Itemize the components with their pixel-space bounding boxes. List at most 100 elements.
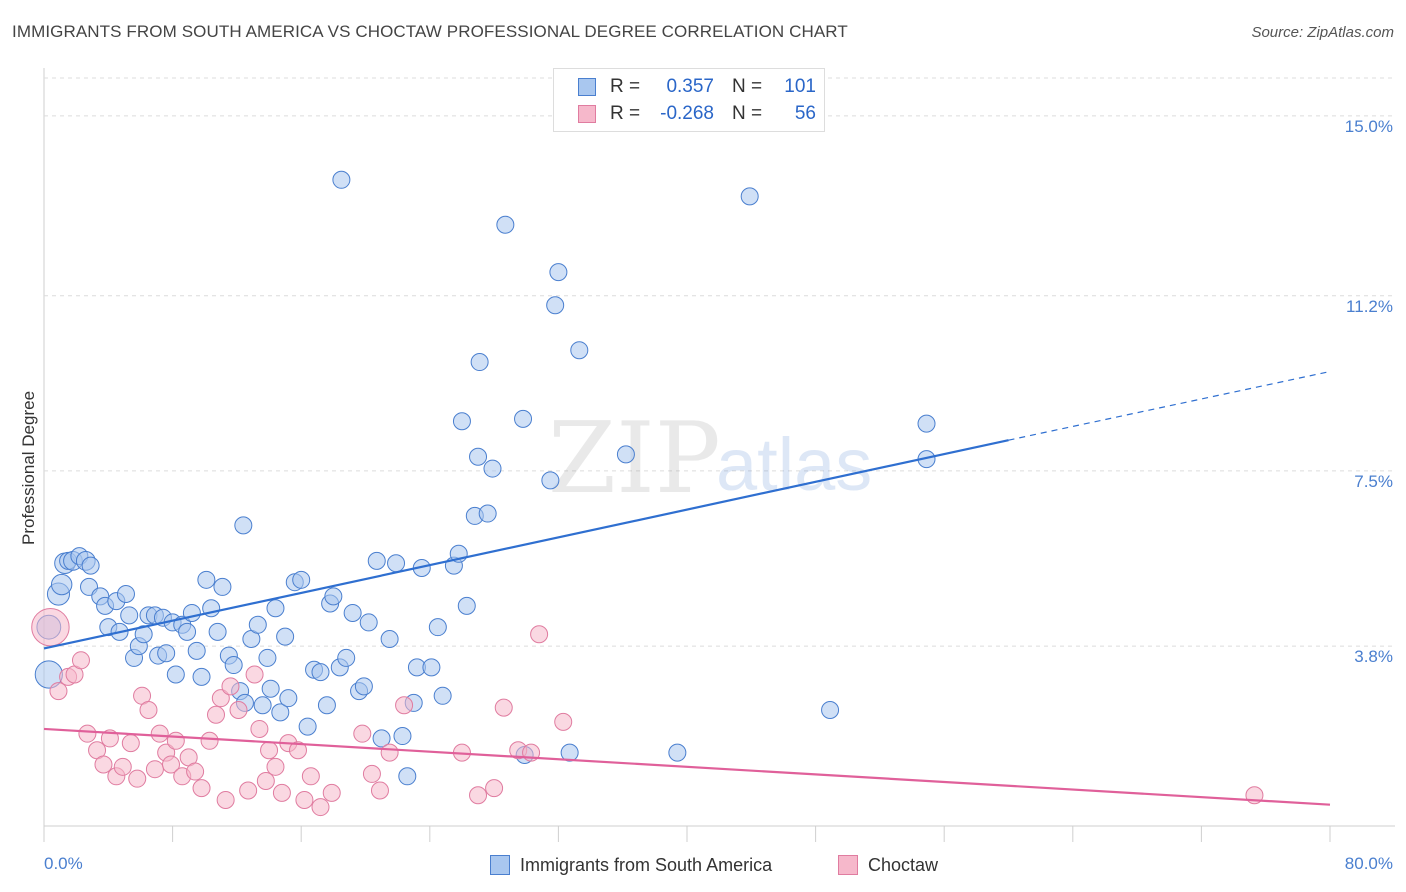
y-tick-label: 11.2% [1346,297,1393,316]
watermark: ZIP atlas [548,402,872,516]
point-choctaw [145,760,164,779]
point-south-america [337,648,356,667]
point-choctaw [239,781,258,800]
point-south-america [546,296,565,315]
point-choctaw [250,719,269,738]
point-choctaw [311,798,330,817]
point-choctaw [370,781,389,800]
y-tick-label: 7.5% [1354,472,1393,491]
r-label: R = [610,103,641,124]
point-south-america [821,701,840,720]
point-choctaw [494,698,513,717]
point-south-america [50,573,73,596]
n-value: 101 [784,76,816,97]
point-south-america [192,667,211,686]
stats-box: R = 0.357 N = 101 R = -0.268 N = 56 [553,68,825,132]
legend-item-choctaw[interactable]: Choctaw [838,852,938,878]
point-south-america [187,641,206,660]
r-value: -0.268 [660,103,714,124]
point-south-america [266,599,285,618]
point-choctaw [256,772,275,791]
trend-lines [43,370,1331,806]
point-choctaw [229,701,248,720]
x-axis-ticks [43,826,1331,842]
point-south-america [496,215,515,234]
point-south-america [178,622,197,641]
point-south-america [81,556,100,575]
point-choctaw [245,665,264,684]
legend-item-south-america[interactable]: Immigrants from South America [490,852,772,878]
point-south-america [359,613,378,632]
y-tick-label: 3.8% [1354,647,1393,666]
point-choctaw [272,783,291,802]
point-choctaw [266,757,285,776]
point-south-america [354,677,373,696]
point-choctaw [71,651,90,670]
point-south-america [541,471,560,490]
point-choctaw [200,731,219,750]
point-south-america [120,606,139,625]
point-south-america [478,504,497,523]
point-choctaw [150,724,169,743]
point-south-america [197,570,216,589]
source-label: Source: ZipAtlas.com [1251,24,1394,41]
legend-label: Choctaw [868,854,939,875]
point-choctaw [469,786,488,805]
point-south-america [616,445,635,464]
point-south-america [483,459,502,478]
point-south-america [253,696,272,715]
point-choctaw [554,712,573,731]
point-choctaw [216,790,235,809]
point-choctaw [530,625,549,644]
point-south-america [428,618,447,637]
legend-swatch-blue [490,855,510,875]
legend-swatch-pink [838,855,858,875]
point-south-america [248,615,267,634]
point-choctaw [353,724,372,743]
point-choctaw [322,783,341,802]
point-south-america [668,743,687,762]
point-choctaw [485,779,504,798]
trend-line-extension [1008,370,1331,441]
stats-row-choctaw: R = -0.268 N = 56 [554,100,816,128]
point-choctaw [221,677,240,696]
y-axis-labels: 3.8% 7.5% 11.2% 15.0% [1345,117,1393,666]
point-south-america [276,627,295,646]
point-choctaw [78,724,97,743]
point-south-america [514,409,533,428]
r-value: 0.357 [666,76,714,97]
point-south-america [298,717,317,736]
point-south-america [324,587,343,606]
point-south-america [317,696,336,715]
point-south-america [367,551,386,570]
point-choctaw [288,741,307,760]
y-tick-label: 15.0% [1345,117,1393,136]
point-south-america [116,585,135,604]
point-choctaw [128,769,147,788]
chart-title: IMMIGRANTS FROM SOUTH AMERICA VS CHOCTAW… [12,22,848,41]
n-label: N = [732,76,763,97]
point-choctaw [395,696,414,715]
data-points [31,170,1264,817]
point-south-america [271,703,290,722]
y-axis-title: Professional Degree [19,391,38,545]
point-south-america [740,187,759,206]
point-choctaw [113,757,132,776]
point-south-america [470,353,489,372]
point-south-america [452,412,471,431]
point-choctaw [166,731,185,750]
point-choctaw [260,741,279,760]
point-choctaw [139,701,158,720]
watermark-atlas: atlas [716,423,872,506]
point-south-america [387,554,406,573]
point-south-america [208,622,227,641]
point-choctaw [295,790,314,809]
point-south-america [393,727,412,746]
point-choctaw [192,779,211,798]
point-choctaw [211,689,230,708]
legend-label: Immigrants from South America [520,854,773,875]
point-south-america [311,663,330,682]
r-label: R = [610,76,641,97]
point-south-america [134,625,153,644]
point-south-america [224,656,243,675]
